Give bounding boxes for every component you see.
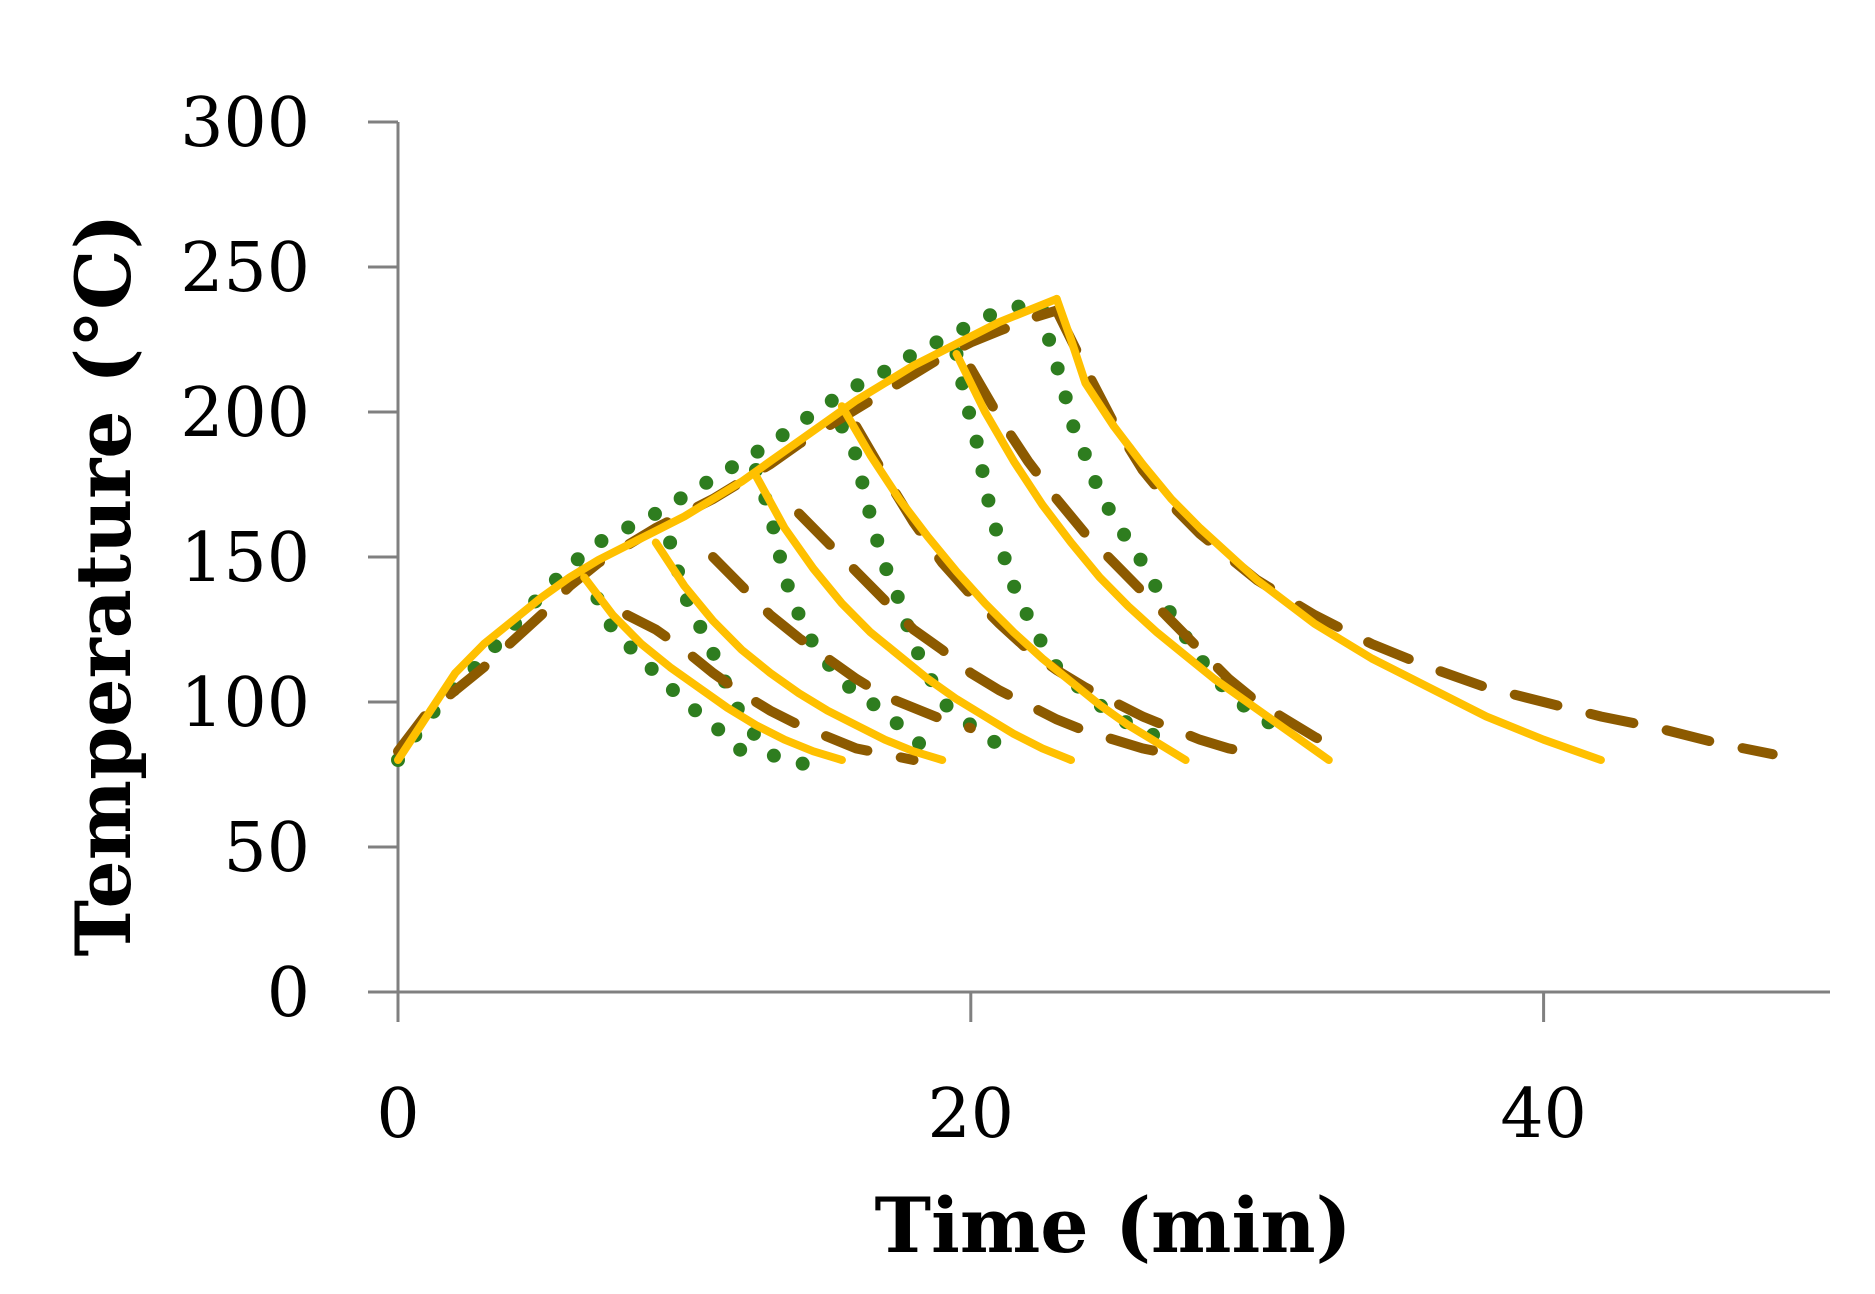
series-cooling-dashed-2 bbox=[708, 552, 976, 734]
series-cooling-dashed-1 bbox=[622, 610, 919, 765]
y-tick-label: 150 bbox=[180, 519, 310, 598]
series-cooling-solid-1 bbox=[580, 573, 846, 764]
x-tick-label: 20 bbox=[928, 1075, 1015, 1154]
y-tick-label: 200 bbox=[180, 374, 310, 453]
series-cooling-dotted-5 bbox=[949, 347, 1164, 744]
series-cooling-dotted-3 bbox=[749, 463, 935, 759]
series-cooling-solid-2 bbox=[651, 538, 947, 764]
y-tick-label: 100 bbox=[180, 664, 310, 743]
series-heating-dotted bbox=[391, 297, 1036, 767]
y-tick-label: 300 bbox=[180, 84, 310, 163]
series-cooling-solid-3 bbox=[752, 471, 1075, 764]
series-layer bbox=[391, 294, 1778, 773]
series-cooling-dotted-1 bbox=[577, 564, 758, 767]
y-ticks: 0 50 100 150 200 250 300 bbox=[180, 84, 398, 1033]
series-cooling-dashed-3 bbox=[794, 508, 1177, 760]
x-tick-label: 40 bbox=[1500, 1075, 1587, 1154]
y-tick-label: 50 bbox=[223, 809, 310, 888]
x-axis-title: Time (min) bbox=[874, 1181, 1351, 1270]
series-cooling-dotted-4 bbox=[834, 419, 1007, 753]
series-cooling-solid-6 bbox=[1052, 294, 1605, 764]
axes: 0 50 100 150 200 250 300 0 20 40 bbox=[180, 84, 1830, 1154]
series-cooling-solid-4 bbox=[837, 402, 1190, 764]
y-tick-label: 0 bbox=[267, 954, 310, 1033]
y-tick-label: 250 bbox=[180, 229, 310, 308]
y-axis-title: Temperature (°C) bbox=[59, 213, 148, 956]
series-cooling-solid-5 bbox=[952, 350, 1333, 764]
series-cooling-dashed-6 bbox=[1051, 305, 1778, 760]
x-tick-label: 0 bbox=[376, 1075, 419, 1154]
series-cooling-dashed-5 bbox=[965, 363, 1349, 757]
x-ticks: 0 20 40 bbox=[376, 992, 1587, 1154]
series-heating-solid bbox=[394, 294, 1061, 764]
